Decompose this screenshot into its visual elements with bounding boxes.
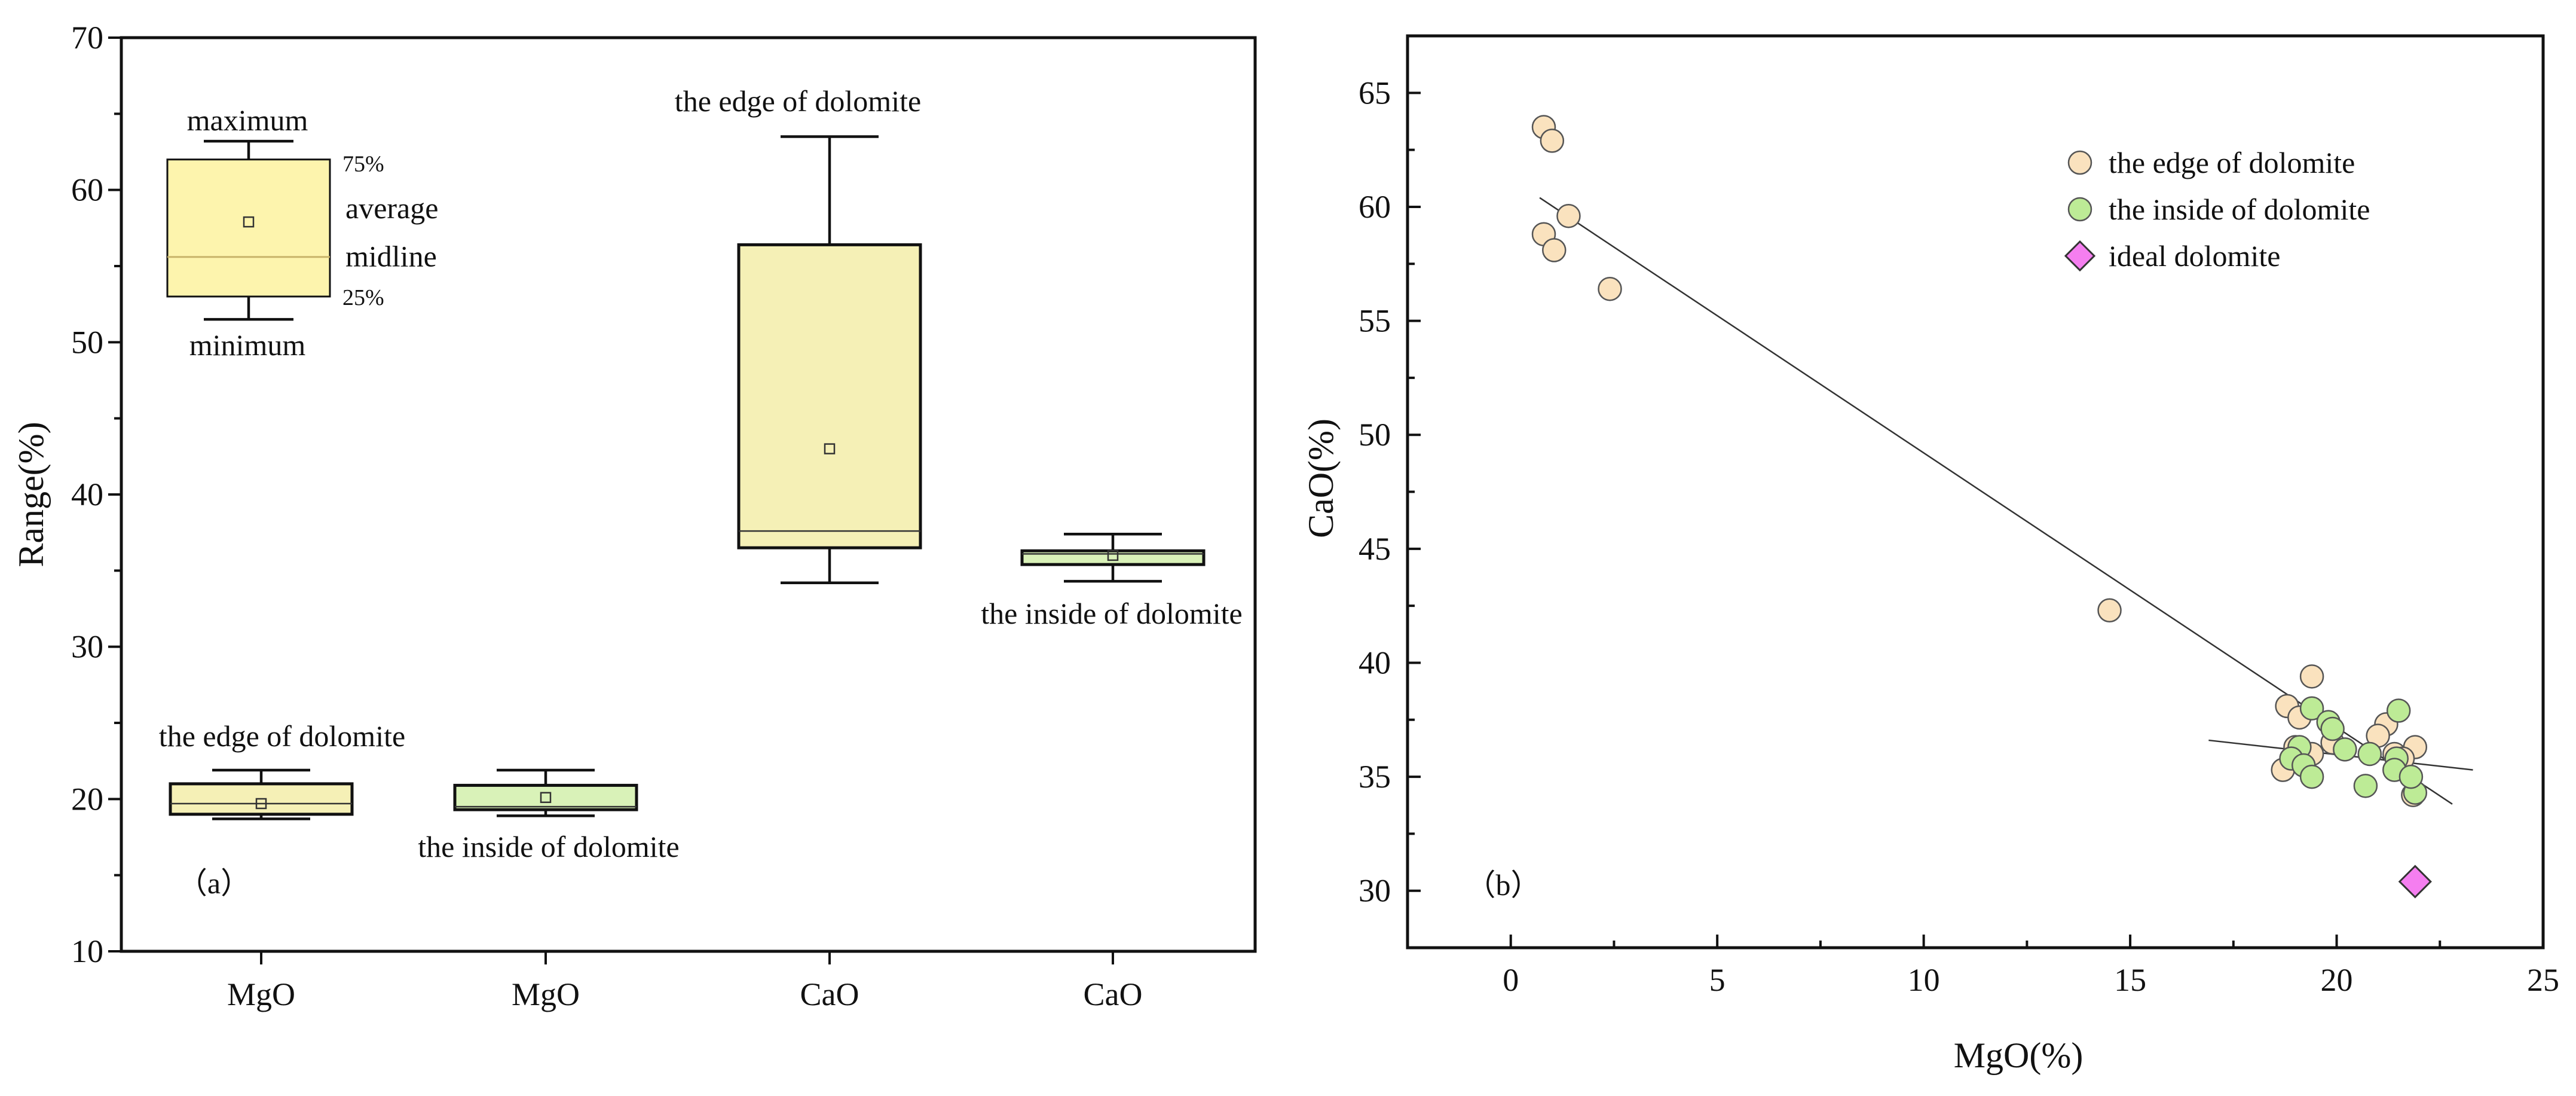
legend-marker-1 — [2067, 197, 2092, 222]
y-tick-label: 40 — [1359, 645, 1391, 680]
y-tick-label: 60 — [1359, 189, 1391, 225]
x-tick-label: 0 — [1503, 962, 1519, 998]
panel-b-y-axis: 30 35 40 45 50 55 60 65 — [1359, 75, 1421, 949]
y-tick-label: 65 — [1359, 75, 1391, 111]
legend-p75-label: 75% — [342, 152, 384, 177]
point-edge-dolomite — [1540, 129, 1565, 153]
box-3 — [1020, 532, 1206, 583]
mean-marker — [540, 792, 552, 804]
y-tick-label: 50 — [71, 324, 103, 360]
y-tick-label: 60 — [71, 172, 103, 208]
legend-iqr-box — [166, 158, 331, 298]
point-inside-dolomite — [2386, 698, 2411, 723]
legend-minimum-label: minimum — [189, 328, 306, 362]
point-inside-dolomite — [2398, 764, 2424, 789]
iqr-box — [737, 243, 922, 549]
y-tick-label: 35 — [1359, 759, 1391, 795]
legend-average-label: average — [345, 191, 438, 225]
legend-label-0: the edge of dolomite — [2109, 146, 2355, 179]
legend-maximum-label: maximum — [187, 103, 308, 137]
x-tick-label: 15 — [2114, 962, 2146, 998]
iqr-box — [453, 783, 638, 811]
y-tick-label: 45 — [1359, 531, 1391, 567]
panel-a-legend-box: maximum minimum 75% 25% average midline — [166, 103, 438, 362]
point-inside-dolomite — [2333, 737, 2357, 762]
point-inside-dolomite — [2357, 741, 2382, 767]
mean-marker — [824, 443, 836, 454]
panel-a-boxes — [169, 135, 1206, 820]
y-tick-label: 30 — [71, 629, 103, 665]
mean-marker — [255, 798, 267, 810]
y-tick-label: 55 — [1359, 303, 1391, 339]
legend-mean-marker — [243, 216, 255, 228]
panel-b-y-label: CaO(%) — [1301, 419, 1341, 538]
point-inside-dolomite — [2353, 774, 2378, 798]
legend-label-2: ideal dolomite — [2109, 239, 2280, 273]
annotation-cao-inside: the inside of dolomite — [981, 597, 1242, 630]
y-tick-label: 30 — [1359, 873, 1391, 909]
annotation-cao-edge: the edge of dolomite — [675, 84, 921, 118]
y-tick-label: 70 — [71, 20, 103, 56]
panel-b-x-axis: 0 5 10 15 20 25 — [1503, 935, 2559, 998]
box-2 — [737, 135, 922, 584]
point-ideal-dolomite — [2398, 865, 2432, 899]
legend-label-1: the inside of dolomite — [2109, 193, 2370, 226]
legend-marker-0 — [2067, 150, 2092, 175]
panel-b-plot-frame — [1406, 34, 2545, 950]
x-tick-label: 10 — [1908, 962, 1940, 998]
point-edge-dolomite — [1556, 203, 1581, 228]
y-tick-label: 10 — [71, 933, 103, 969]
x-tick-label: MgO — [512, 976, 580, 1012]
point-edge-dolomite — [2097, 598, 2122, 622]
x-tick-label: MgO — [227, 976, 295, 1012]
panel-b-legend: the edge of dolomite the inside of dolomi… — [2064, 146, 2370, 273]
point-inside-dolomite — [2299, 696, 2324, 721]
annotation-mgo-inside: the inside of dolomite — [418, 830, 679, 863]
panel-b: 30 35 40 45 50 55 60 65 0 5 10 15 20 25 CaO(%) MgO(%… — [1301, 34, 2559, 1075]
point-edge-dolomite — [1598, 276, 1622, 301]
panel-a-y-label: Range(%) — [11, 422, 51, 567]
point-inside-dolomite — [2299, 764, 2324, 789]
y-tick-label: 40 — [71, 477, 103, 512]
panel-a-label: （a） — [178, 866, 250, 900]
x-tick-label: 5 — [1709, 962, 1726, 998]
annotation-mgo-edge: the edge of dolomite — [159, 719, 405, 753]
mean-marker — [1107, 549, 1119, 561]
legend-marker-2 — [2064, 240, 2096, 272]
point-inside-dolomite — [2320, 716, 2345, 741]
box-0 — [169, 768, 354, 820]
fit-line — [1539, 197, 2453, 805]
box-1 — [453, 768, 638, 817]
panel-b-x-label: MgO(%) — [1954, 1036, 2084, 1075]
panel-a-x-axis: MgO MgO CaO CaO — [227, 951, 1143, 1012]
panel-b-points — [1531, 115, 2432, 899]
x-tick-label: 20 — [2321, 962, 2353, 998]
panel-b-label: （b） — [1466, 868, 1541, 902]
legend-midline-label: midline — [345, 240, 437, 273]
panel-a-y-axis: 10 20 30 40 50 60 70 — [71, 20, 121, 969]
y-tick-label: 50 — [1359, 417, 1391, 453]
point-edge-dolomite — [1542, 238, 1567, 262]
x-tick-label: 25 — [2527, 962, 2559, 998]
panel-a: 10 20 30 40 50 60 70 MgO MgO CaO CaO Range(%) max… — [11, 20, 1257, 1012]
iqr-box — [1020, 549, 1206, 566]
legend-p25-label: 25% — [342, 285, 384, 310]
x-tick-label: CaO — [800, 976, 859, 1012]
y-tick-label: 20 — [71, 781, 103, 817]
point-edge-dolomite — [2299, 664, 2324, 689]
x-tick-label: CaO — [1084, 976, 1143, 1012]
